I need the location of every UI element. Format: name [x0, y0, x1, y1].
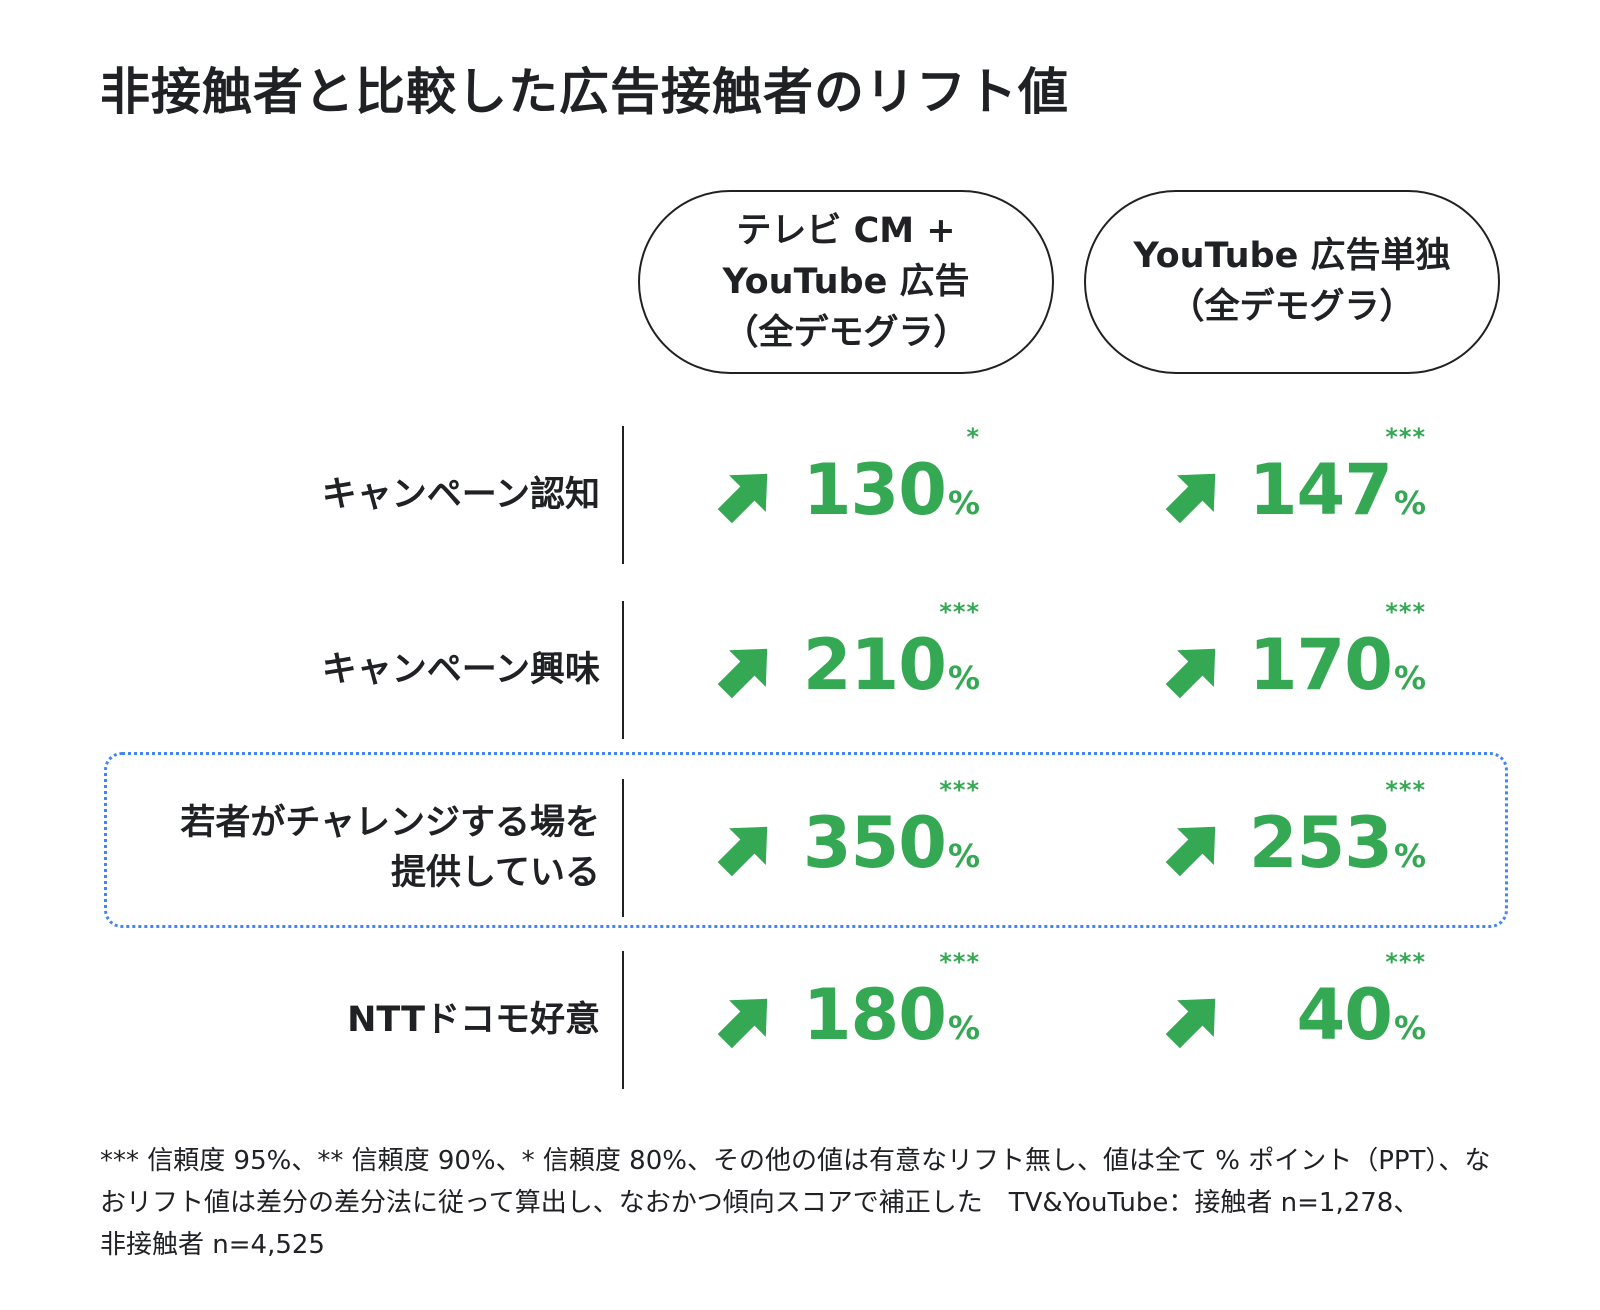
column-header-tv-youtube: テレビ CM + YouTube 広告 （全デモグラ）	[638, 190, 1054, 374]
footnote: *** 信頼度 95%、** 信頼度 90%、* 信頼度 80%、その他の値は有…	[100, 1146, 1491, 1260]
row-divider	[622, 426, 624, 564]
lift-value-number: 253	[1248, 802, 1393, 884]
arrow-up-right-icon	[717, 648, 768, 699]
percent-sign: %	[1393, 484, 1426, 522]
arrow-up-right-icon	[1165, 473, 1216, 524]
lift-value-number: 210	[802, 624, 947, 706]
percent-sign: %	[1393, 1009, 1426, 1047]
lift-value-number: 130	[802, 449, 947, 531]
significance-marker: ***	[1385, 598, 1426, 626]
lift-value: 350%	[780, 803, 980, 883]
percent-sign: %	[1393, 659, 1426, 697]
percent-sign: %	[947, 659, 980, 697]
lift-value: 147%	[1226, 450, 1426, 530]
significance-marker: ***	[939, 948, 980, 976]
row-divider	[622, 951, 624, 1089]
significance-marker: *	[966, 423, 980, 451]
percent-sign: %	[947, 1009, 980, 1047]
arrow-up-right-icon	[1165, 998, 1216, 1049]
arrow-up-right-icon	[1165, 648, 1216, 699]
percent-sign: %	[1393, 837, 1426, 875]
lift-value-number: 147	[1248, 449, 1393, 531]
arrow-up-right-icon	[717, 473, 768, 524]
percent-sign: %	[947, 837, 980, 875]
row-label: キャンペーン認知	[321, 475, 600, 515]
significance-marker: ***	[939, 776, 980, 804]
lift-value: 130%	[780, 450, 980, 530]
lift-value: 40%	[1226, 975, 1426, 1055]
lift-value-number: 350	[802, 802, 947, 884]
lift-value-number: 170	[1248, 624, 1393, 706]
column-header-label: YouTube 広告単独 （全デモグラ）	[1133, 236, 1451, 327]
column-header-youtube-only: YouTube 広告単独 （全デモグラ）	[1084, 190, 1500, 374]
significance-marker: ***	[1385, 776, 1426, 804]
lift-value-number: 180	[802, 974, 947, 1056]
arrow-up-right-icon	[1165, 826, 1216, 877]
row-label: NTTドコモ好意	[347, 1000, 600, 1040]
arrow-up-right-icon	[717, 998, 768, 1049]
lift-value: 210%	[780, 625, 980, 705]
row-divider	[622, 779, 624, 917]
row-divider	[622, 601, 624, 739]
percent-sign: %	[947, 484, 980, 522]
significance-marker: ***	[1385, 423, 1426, 451]
column-header-label: テレビ CM + YouTube 広告 （全デモグラ）	[722, 210, 970, 353]
row-label: キャンペーン興味	[321, 650, 600, 690]
highlight-box	[104, 752, 1508, 928]
lift-value: 253%	[1226, 803, 1426, 883]
significance-marker: ***	[939, 598, 980, 626]
arrow-up-right-icon	[717, 826, 768, 877]
row-label: 若者がチャレンジする場を 提供している	[180, 803, 600, 893]
lift-value: 180%	[780, 975, 980, 1055]
lift-value: 170%	[1226, 625, 1426, 705]
page-title: 非接触者と比較した広告接触者のリフト値	[100, 63, 1069, 121]
lift-value-number: 40	[1296, 974, 1393, 1056]
significance-marker: ***	[1385, 948, 1426, 976]
